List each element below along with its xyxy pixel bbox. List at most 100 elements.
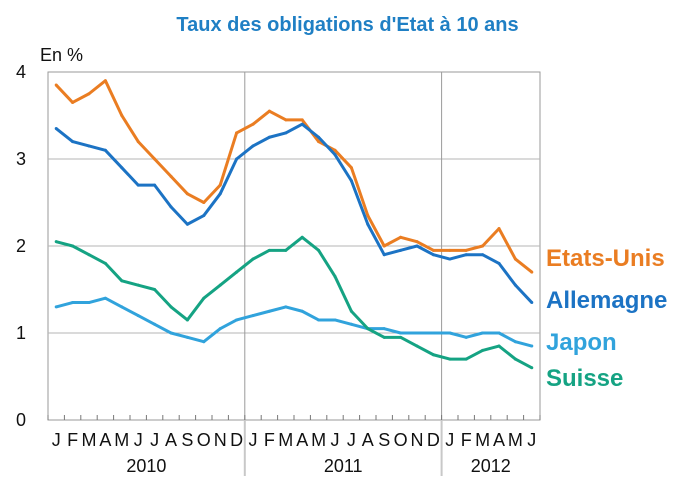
data-point-etats-unis bbox=[317, 140, 321, 144]
data-point-japon bbox=[382, 327, 386, 331]
x-tick-label: A bbox=[362, 430, 374, 450]
data-point-suisse bbox=[464, 357, 468, 361]
data-point-japon bbox=[267, 309, 271, 313]
data-point-etats-unis bbox=[464, 248, 468, 252]
data-point-allemagne bbox=[251, 144, 255, 148]
data-point-etats-unis bbox=[103, 79, 107, 83]
data-point-etats-unis bbox=[431, 248, 435, 252]
x-tick-label: D bbox=[230, 430, 243, 450]
data-point-suisse bbox=[513, 357, 517, 361]
data-point-allemagne bbox=[464, 253, 468, 257]
data-point-japon bbox=[103, 296, 107, 300]
x-tick-label: M bbox=[475, 430, 490, 450]
data-point-japon bbox=[120, 305, 124, 309]
data-point-etats-unis bbox=[349, 166, 353, 170]
data-point-japon bbox=[71, 301, 75, 305]
x-tick-label: M bbox=[508, 430, 523, 450]
legend-label-allemagne: Allemagne bbox=[546, 287, 667, 314]
series-line-etats-unis bbox=[55, 79, 533, 274]
data-point-etats-unis bbox=[448, 248, 452, 252]
legend-label-etats-unis: Etats-Unis bbox=[546, 245, 665, 272]
x-tick-label: J bbox=[134, 430, 143, 450]
data-point-suisse bbox=[235, 270, 239, 274]
data-point-allemagne bbox=[349, 179, 353, 183]
data-point-japon bbox=[284, 305, 288, 309]
series-line-suisse bbox=[55, 235, 533, 370]
x-tick-label: A bbox=[296, 430, 308, 450]
x-tick-label: O bbox=[197, 430, 211, 450]
data-point-suisse bbox=[267, 248, 271, 252]
data-point-allemagne bbox=[284, 131, 288, 135]
data-point-suisse bbox=[481, 348, 485, 352]
x-tick-label: J bbox=[347, 430, 356, 450]
data-point-allemagne bbox=[169, 205, 173, 209]
data-point-suisse bbox=[185, 318, 189, 322]
data-point-allemagne bbox=[153, 183, 157, 187]
data-point-suisse bbox=[349, 309, 353, 313]
series-line-allemagne bbox=[55, 122, 533, 304]
data-point-suisse bbox=[218, 283, 222, 287]
x-tick-label: A bbox=[165, 430, 177, 450]
data-point-etats-unis bbox=[267, 109, 271, 113]
data-point-japon bbox=[464, 335, 468, 339]
data-point-suisse bbox=[169, 305, 173, 309]
data-point-allemagne bbox=[333, 153, 337, 157]
x-tick-label: J bbox=[445, 430, 454, 450]
data-point-japon bbox=[431, 331, 435, 335]
data-point-japon bbox=[235, 318, 239, 322]
data-point-suisse bbox=[415, 344, 419, 348]
data-point-japon bbox=[530, 344, 534, 348]
data-point-japon bbox=[202, 340, 206, 344]
data-point-japon bbox=[399, 331, 403, 335]
x-tick-label: N bbox=[411, 430, 424, 450]
data-point-etats-unis bbox=[415, 240, 419, 244]
data-point-japon bbox=[251, 314, 255, 318]
data-point-allemagne bbox=[399, 248, 403, 252]
data-point-etats-unis bbox=[481, 244, 485, 248]
data-point-allemagne bbox=[54, 127, 58, 131]
x-tick-label: J bbox=[249, 430, 258, 450]
data-point-suisse bbox=[333, 274, 337, 278]
data-point-allemagne bbox=[382, 253, 386, 257]
legend-label-suisse: Suisse bbox=[546, 365, 623, 392]
data-point-japon bbox=[87, 301, 91, 305]
data-point-japon bbox=[497, 331, 501, 335]
x-tick-label: J bbox=[331, 430, 340, 450]
data-point-japon bbox=[349, 322, 353, 326]
data-point-japon bbox=[481, 331, 485, 335]
x-tick-label: J bbox=[150, 430, 159, 450]
data-point-suisse bbox=[202, 296, 206, 300]
data-point-japon bbox=[185, 335, 189, 339]
data-point-etats-unis bbox=[366, 214, 370, 218]
data-point-suisse bbox=[87, 253, 91, 257]
data-point-suisse bbox=[284, 248, 288, 252]
data-point-suisse bbox=[300, 235, 304, 239]
data-point-japon bbox=[153, 322, 157, 326]
data-point-allemagne bbox=[71, 140, 75, 144]
year-label: 2010 bbox=[126, 456, 166, 476]
data-point-suisse bbox=[448, 357, 452, 361]
series-line-japon bbox=[55, 296, 533, 348]
x-tick-label: A bbox=[99, 430, 111, 450]
data-point-suisse bbox=[136, 283, 140, 287]
data-point-allemagne bbox=[317, 135, 321, 139]
data-point-allemagne bbox=[136, 183, 140, 187]
data-point-allemagne bbox=[513, 283, 517, 287]
data-point-japon bbox=[136, 314, 140, 318]
data-point-etats-unis bbox=[530, 270, 534, 274]
data-point-etats-unis bbox=[333, 148, 337, 152]
data-point-suisse bbox=[251, 257, 255, 261]
x-tick-label: S bbox=[378, 430, 390, 450]
x-tick-label: J bbox=[527, 430, 536, 450]
data-point-allemagne bbox=[481, 253, 485, 257]
data-point-etats-unis bbox=[87, 92, 91, 96]
data-point-etats-unis bbox=[218, 183, 222, 187]
data-point-allemagne bbox=[415, 244, 419, 248]
data-point-etats-unis bbox=[399, 235, 403, 239]
data-point-etats-unis bbox=[284, 118, 288, 122]
data-point-suisse bbox=[103, 261, 107, 265]
data-point-allemagne bbox=[300, 122, 304, 126]
data-point-japon bbox=[300, 309, 304, 313]
data-point-suisse bbox=[54, 240, 58, 244]
